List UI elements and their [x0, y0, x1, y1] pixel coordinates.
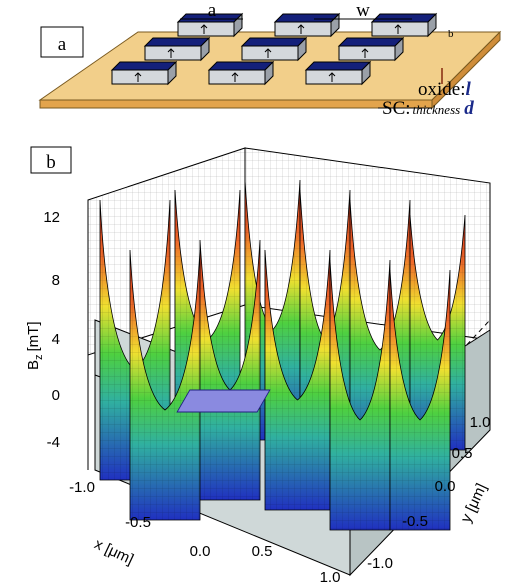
magnet-top: [306, 62, 370, 70]
y-tick-label: -1.0: [367, 555, 393, 572]
x-tick-label: 0.0: [190, 543, 211, 560]
oxide: oxide:: [418, 79, 466, 100]
magnet-side: [209, 70, 265, 84]
dim-a: a: [208, 0, 217, 21]
y-tick-label: 0.5: [452, 445, 473, 462]
panel-b: b 12 8 4 0 -4 Bz [mT] -1.0 -0.5 0.0 0.5 1…: [25, 147, 490, 586]
magnet-top: [145, 38, 209, 46]
z-unit: [mT]: [25, 321, 42, 351]
z-symbol: B: [25, 360, 42, 370]
sc-thickness: thickness: [413, 102, 461, 117]
panel-label: a: [58, 34, 67, 55]
z-label: Bz [mT]: [25, 321, 45, 370]
x-tick-label: 0.5: [252, 543, 273, 560]
oxide-text: oxide:l: [418, 79, 472, 100]
y-tick-label: 1.0: [470, 414, 491, 431]
x-tick-label: -1.0: [69, 479, 95, 496]
z-sub: z: [33, 354, 45, 360]
magnet-top: [372, 14, 436, 22]
panel-label: b: [46, 152, 56, 173]
sc: SC:: [382, 98, 411, 119]
x-label: x [μm]: [92, 536, 136, 569]
dim-w: w: [356, 0, 370, 21]
magnet-side: [112, 70, 168, 84]
z-tick-label: 4: [52, 331, 60, 348]
magnet-side: [306, 70, 362, 84]
magnet-top: [209, 62, 273, 70]
magnet-side: [242, 46, 298, 60]
z-tick-label: 0: [52, 387, 60, 404]
y-tick-label: -0.5: [402, 513, 428, 530]
y-label: y [μm]: [458, 481, 491, 525]
dim-b: b: [448, 28, 454, 40]
y-tick-label: 0.0: [435, 478, 456, 495]
magnet-side: [339, 46, 395, 60]
magnet-side: [145, 46, 201, 60]
z-tick-label: 12: [43, 209, 60, 226]
x-tick-label: -0.5: [125, 514, 151, 531]
z-tick-label: 8: [52, 272, 60, 289]
x-tick-label: 1.0: [320, 569, 341, 586]
magnet-side: [178, 22, 234, 36]
sc-symbol: d: [464, 98, 474, 119]
oxide-symbol: l: [466, 79, 472, 100]
z-tick-label: -4: [47, 434, 60, 451]
magnet-top: [275, 14, 339, 22]
sc-layer: [40, 100, 432, 108]
figure: a a w b oxide:l SC:thicknessd b 12 8 4: [0, 0, 513, 586]
magnet-top: [242, 38, 306, 46]
magnet-side: [275, 22, 331, 36]
magnet-top: [112, 62, 176, 70]
chip: [177, 390, 270, 412]
magnet-top: [339, 38, 403, 46]
magnet-side: [372, 22, 428, 36]
